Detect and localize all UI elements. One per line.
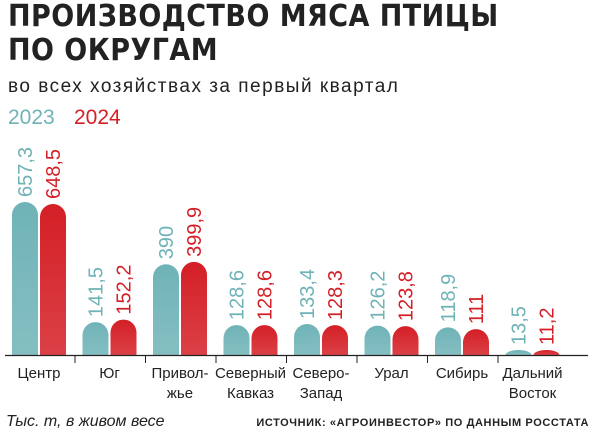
category-label: Восток — [509, 385, 557, 402]
chart-title-line-2: ПО ОКРУГАМ — [8, 33, 219, 68]
value-label: 11,2 — [537, 308, 559, 345]
chart-subtitle: во всех хозяйствах за первый квартал — [8, 76, 400, 97]
bar-2024-5 — [392, 326, 419, 355]
category-label: Северный — [215, 365, 286, 382]
bar-2023-6 — [435, 327, 461, 355]
legend-item-2023: 2023 — [8, 106, 55, 129]
chart-title-line-1: ПРОИЗВОДСТВО МЯСА ПТИЦЫ — [8, 0, 499, 34]
chart-title: ПРОИЗВОДСТВО МЯСА ПТИЦЫ ПО ОКРУГАМ — [8, 0, 499, 68]
value-label: 126,2 — [368, 271, 390, 321]
value-label: 128,3 — [325, 270, 347, 320]
value-label: 390 — [156, 226, 178, 259]
bar-2024-0 — [40, 204, 66, 355]
value-label: 128,6 — [227, 270, 249, 320]
bar-2023-7 — [505, 350, 532, 355]
value-label: 118,9 — [438, 274, 460, 323]
category-label: жье — [167, 385, 193, 402]
source-note: ИСТОЧНИК: «АГРОИНВЕСТОР» ПО ДАННЫМ РОССТ… — [256, 417, 589, 429]
bar-2024-6 — [463, 329, 489, 355]
category-label: Северо- — [293, 365, 350, 382]
category-label: Привол- — [151, 365, 208, 382]
bar-2024-4 — [322, 325, 348, 355]
category-label: Юг — [99, 365, 120, 382]
bar-2024-3 — [251, 325, 278, 355]
category-label: Урал — [374, 365, 408, 382]
category-label: Сибирь — [436, 365, 489, 382]
category-label: Дальний — [502, 365, 562, 382]
bar-2023-4 — [294, 323, 320, 355]
value-label: 152,2 — [114, 265, 136, 315]
value-label: 13,5 — [509, 306, 531, 345]
value-label: 133,4 — [297, 269, 319, 319]
category-label: Центр — [18, 365, 61, 382]
value-label: 648,5 — [43, 149, 65, 199]
bar-2024-7 — [533, 350, 560, 355]
bar-2023-3 — [223, 325, 250, 355]
value-label: 123,8 — [396, 271, 418, 321]
bar-2024-2 — [181, 261, 207, 355]
value-label: 111 — [466, 294, 488, 324]
bar-2024-1 — [110, 319, 137, 355]
bar-2023-1 — [82, 322, 109, 355]
category-label: Кавказ — [227, 385, 274, 402]
bar-2023-0 — [12, 202, 38, 355]
bar-2023-5 — [364, 325, 391, 355]
bar-2023-2 — [153, 264, 179, 355]
category-label: Запад — [300, 385, 343, 402]
value-label: 141,5 — [86, 267, 108, 317]
value-label: 399,9 — [184, 207, 206, 257]
unit-note: Тыс. т, в живом весе — [6, 413, 165, 430]
legend-item-2024: 2024 — [74, 106, 121, 129]
value-label: 128,6 — [255, 270, 277, 320]
value-label: 657,3 — [15, 147, 37, 197]
